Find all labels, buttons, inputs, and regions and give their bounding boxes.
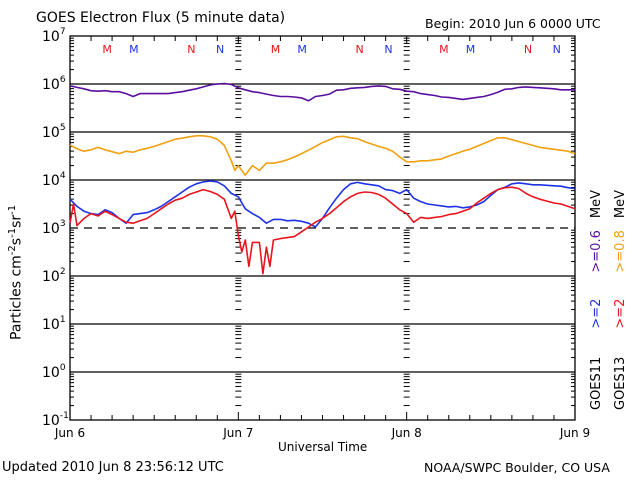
series-line-0 (69, 82, 575, 102)
legend-column-1: GOES11 >=2 >=0.6 MeV (589, 190, 604, 410)
legend-item: GOES11 (589, 356, 604, 410)
legend-item: MeV (613, 190, 628, 219)
marker-M: M (297, 43, 307, 56)
y-tick-label: 105 (42, 123, 66, 141)
updated-timestamp: Updated 2010 Jun 8 23:56:12 UTC (2, 460, 224, 475)
x-tick-label: Jun 7 (222, 426, 253, 440)
series-line-3 (69, 186, 576, 275)
marker-N: N (187, 43, 195, 56)
y-tick-label: 103 (42, 219, 66, 237)
y-tick-exponent: -1 (60, 411, 69, 421)
y-tick-label: 100 (42, 363, 66, 381)
marker-M: M (102, 43, 112, 56)
series-line-2 (69, 180, 576, 228)
legend-item: >=2 (589, 298, 604, 329)
y-tick-exponent: 4 (60, 171, 66, 181)
legend-item: MeV (589, 190, 604, 219)
marker-N: N (384, 43, 392, 56)
marker-N: N (553, 43, 561, 56)
legend-item: GOES13 (613, 356, 628, 410)
y-tick-exponent: 7 (60, 27, 66, 37)
series-line-1 (69, 135, 576, 176)
y-tick-label: 107 (42, 27, 66, 45)
x-tick-label: Jun 9 (559, 426, 590, 440)
legend-column-2: GOES13 >=2 >=0.8 MeV (613, 190, 628, 410)
x-tick-label: Jun 8 (391, 426, 422, 440)
y-tick-label: 106 (42, 75, 66, 93)
legend-item: >=0.6 (589, 230, 604, 273)
y-tick-exponent: 2 (60, 267, 66, 277)
marker-M: M (466, 43, 476, 56)
y-tick-exponent: 1 (60, 315, 66, 325)
y-tick-label: 102 (42, 267, 66, 285)
marker-M: M (271, 43, 281, 56)
y-tick-exponent: 0 (60, 363, 66, 373)
marker-N: N (356, 43, 364, 56)
x-tick-label: Jun 6 (54, 426, 85, 440)
y-tick-exponent: 6 (60, 75, 66, 85)
y-tick-exponent: 3 (60, 219, 66, 229)
marker-N: N (524, 43, 532, 56)
legend-item: >=2 (613, 298, 628, 329)
y-tick-label: 101 (42, 315, 66, 333)
x-axis-label: Universal Time (278, 440, 368, 454)
y-tick-label: 104 (42, 171, 66, 189)
marker-N: N (216, 43, 224, 56)
chart-subtitle: Begin: 2010 Jun 6 0000 UTC (425, 16, 601, 31)
legend-item: >=0.8 (613, 230, 628, 273)
chart-title: GOES Electron Flux (5 minute data) (36, 10, 286, 26)
credit-text: NOAA/SWPC Boulder, CO USA (424, 460, 610, 475)
y-tick-exponent: 5 (60, 123, 66, 133)
marker-M: M (439, 43, 449, 56)
marker-M: M (129, 43, 139, 56)
